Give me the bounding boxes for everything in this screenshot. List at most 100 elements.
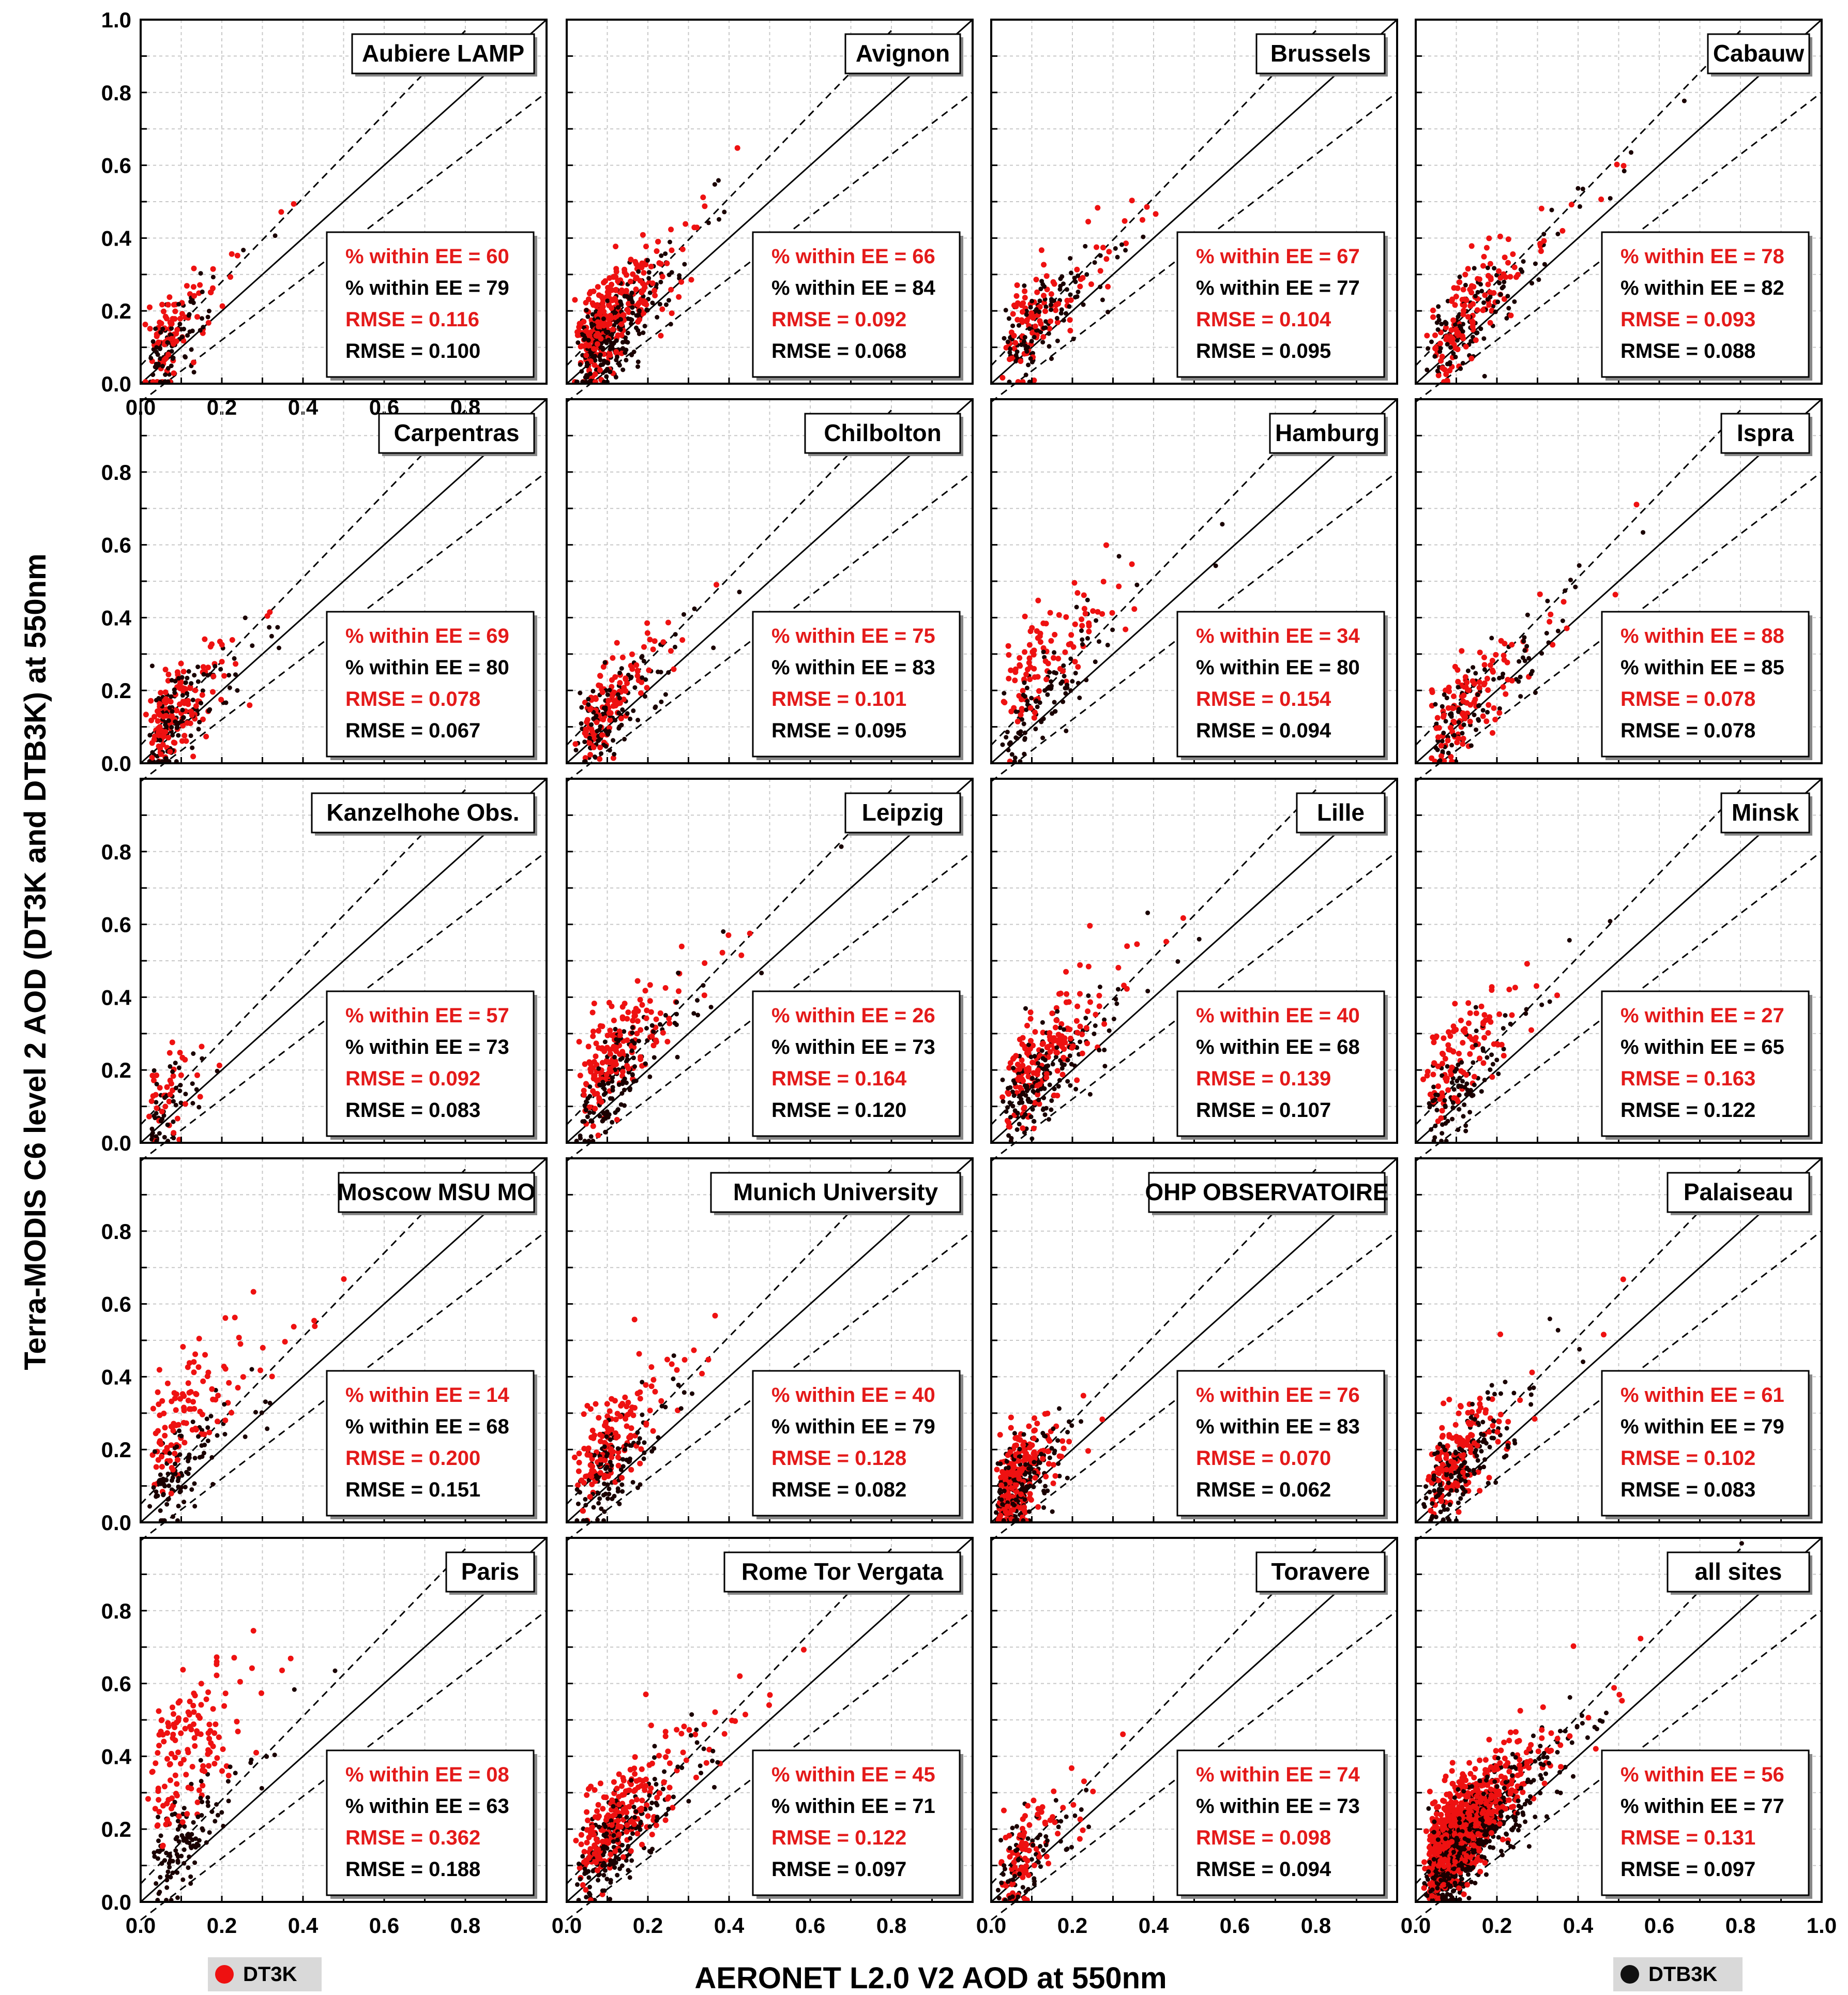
point-dtb3k	[205, 314, 210, 320]
point-dt3k	[164, 1380, 171, 1386]
point-dt3k	[1488, 1019, 1494, 1025]
point-dt3k	[747, 930, 753, 936]
point-dtb3k	[1102, 1064, 1108, 1069]
point-dtb3k	[197, 719, 202, 724]
point-dt3k	[624, 1423, 630, 1429]
point-dtb3k	[690, 1391, 694, 1396]
point-dt3k	[190, 284, 196, 290]
point-dt3k	[1123, 240, 1129, 247]
point-dt3k	[636, 1351, 642, 1357]
point-dtb3k	[1022, 680, 1027, 685]
point-dt3k	[600, 300, 606, 306]
point-dtb3k	[1029, 339, 1034, 344]
point-dt3k	[594, 719, 600, 726]
point-dtb3k	[1070, 679, 1075, 684]
point-dtb3k	[154, 1493, 159, 1498]
point-dtb3k	[1031, 1485, 1036, 1489]
point-dt3k	[1013, 1053, 1019, 1059]
point-dt3k	[1074, 590, 1081, 596]
point-dtb3k	[1547, 999, 1552, 1004]
point-dt3k	[181, 1440, 188, 1446]
point-dtb3k	[583, 1503, 588, 1508]
point-dt3k	[1019, 302, 1025, 308]
point-dt3k	[583, 328, 589, 334]
point-dt3k	[641, 644, 647, 650]
point-dtb3k	[659, 1403, 664, 1409]
point-dtb3k	[1518, 267, 1523, 272]
point-dt3k	[155, 718, 161, 724]
point-dtb3k	[1520, 655, 1525, 660]
point-dtb3k	[1220, 522, 1225, 527]
point-dt3k	[170, 1467, 176, 1473]
point-dtb3k	[1435, 1093, 1440, 1097]
point-dtb3k	[1022, 335, 1027, 340]
point-dtb3k	[1105, 309, 1111, 314]
point-dt3k	[641, 270, 647, 276]
point-dt3k	[595, 1132, 601, 1139]
point-dt3k	[206, 1429, 213, 1435]
point-dt3k	[627, 1434, 633, 1440]
point-dt3k	[1448, 327, 1455, 333]
point-dt3k	[633, 276, 639, 282]
point-dt3k	[1465, 266, 1471, 272]
y-tick-label: 0.2	[101, 1058, 131, 1082]
point-dt3k	[1444, 1078, 1450, 1084]
point-dtb3k	[1047, 344, 1052, 349]
point-dtb3k	[1430, 1098, 1435, 1104]
stat-dtb3k-rmse: RMSE = 0.122	[1620, 1099, 1755, 1122]
y-tick-label: 0.6	[101, 154, 131, 178]
point-dtb3k	[1012, 1081, 1018, 1086]
stat-dt3k-within-ee: % within EE = 14	[345, 1384, 510, 1407]
point-dtb3k	[608, 1096, 613, 1101]
point-dt3k	[202, 636, 208, 642]
stat-dtb3k-within-ee: % within EE = 85	[1620, 656, 1784, 679]
point-dtb3k	[1080, 637, 1085, 642]
point-dt3k	[1476, 685, 1482, 691]
point-dtb3k	[620, 1464, 626, 1469]
point-dtb3k	[222, 1432, 228, 1437]
point-dtb3k	[1563, 588, 1568, 593]
point-dt3k	[1435, 372, 1442, 379]
point-dtb3k	[1022, 1472, 1027, 1477]
point-dtb3k	[272, 233, 278, 238]
point-dtb3k	[190, 1081, 195, 1086]
site-title: Lille	[1317, 799, 1365, 826]
point-dt3k	[1079, 1050, 1085, 1056]
point-dt3k	[607, 725, 612, 731]
site-title: Hamburg	[1275, 419, 1380, 446]
point-dtb3k	[643, 1061, 648, 1066]
point-dt3k	[1474, 307, 1480, 313]
point-dt3k	[161, 357, 168, 363]
point-dtb3k	[605, 298, 610, 304]
point-dtb3k	[1461, 722, 1466, 728]
point-dtb3k	[1003, 308, 1008, 313]
point-dt3k	[172, 308, 178, 314]
point-dt3k	[1062, 649, 1068, 655]
point-dt3k	[591, 346, 597, 352]
point-dt3k	[1538, 205, 1544, 211]
point-dtb3k	[1521, 259, 1526, 264]
point-dtb3k	[1492, 266, 1497, 271]
point-dt3k	[1455, 285, 1461, 291]
scatter-points	[572, 582, 742, 764]
point-dtb3k	[605, 692, 610, 697]
point-dt3k	[1022, 613, 1028, 619]
point-dt3k	[659, 274, 665, 280]
stat-dtb3k-rmse: RMSE = 0.095	[771, 719, 906, 742]
point-dtb3k	[235, 688, 240, 693]
point-dtb3k	[1481, 336, 1487, 341]
point-dt3k	[195, 1364, 202, 1370]
point-dt3k	[1489, 658, 1495, 663]
ee-upper-line	[140, 30, 466, 366]
point-dt3k	[1032, 709, 1038, 716]
point-dt3k	[1462, 271, 1468, 278]
point-dt3k	[650, 646, 656, 653]
point-dt3k	[622, 1394, 628, 1400]
point-dt3k	[576, 1450, 582, 1457]
point-dtb3k	[163, 722, 168, 728]
point-dtb3k	[1528, 1402, 1534, 1407]
point-dtb3k	[1049, 679, 1054, 684]
point-dtb3k	[1608, 919, 1613, 924]
point-dt3k	[664, 260, 670, 266]
stat-dt3k-within-ee: % within EE = 76	[1196, 1384, 1360, 1407]
